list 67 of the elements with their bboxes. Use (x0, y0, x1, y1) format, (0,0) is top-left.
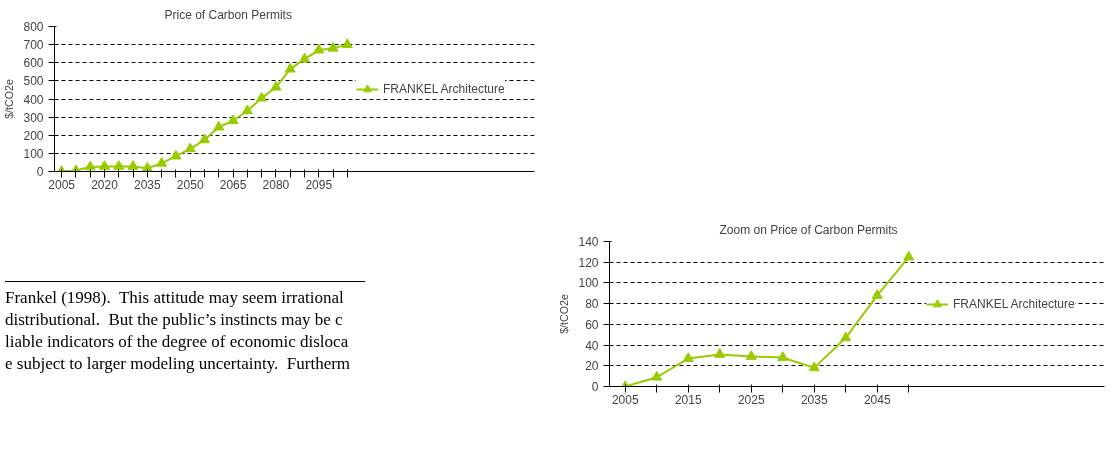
x-tick-label: 2005 (48, 177, 76, 192)
y-tick-label: 40 (585, 338, 599, 353)
point (241, 104, 253, 115)
y-tick-label: 140 (578, 235, 599, 249)
x-tick-label: 2035 (134, 177, 162, 192)
point (213, 120, 225, 131)
point (256, 91, 268, 102)
x-tick-label: 2005 (611, 392, 639, 407)
point (99, 160, 110, 170)
x-tick-label: 2050 (176, 177, 204, 192)
point (777, 351, 789, 361)
y-tick-label: 120 (578, 255, 599, 270)
y-tick-label: 0 (36, 165, 44, 179)
x-tick-label: 2025 (737, 392, 765, 407)
chart-title: Zoom on Price of Carbon Permits (719, 222, 898, 237)
legend-label: FRANKEL Architecture (383, 82, 505, 96)
point (871, 289, 883, 299)
y-tick-label: 80 (585, 297, 599, 312)
point (113, 160, 125, 170)
point (903, 250, 915, 261)
y-axis-title: $/tCO2e (3, 79, 16, 119)
point (682, 352, 694, 362)
point (284, 62, 296, 73)
chart-title: Price of Carbon Permits (164, 7, 292, 22)
point (156, 157, 168, 167)
x-tick-label: 2080 (262, 177, 290, 192)
point (227, 114, 239, 125)
point (714, 348, 726, 358)
y-tick-label: 700 (23, 38, 44, 53)
point (299, 52, 310, 63)
y-tick-label: 800 (23, 20, 44, 34)
x-tick-label: 2045 (863, 392, 891, 407)
text: e subject to larger modeling uncertainty. Furtherm (5, 354, 351, 373)
y-tick-label: 200 (23, 128, 44, 143)
point (199, 133, 210, 144)
point (745, 350, 757, 360)
y-tick-label: 100 (23, 146, 44, 161)
point (170, 149, 182, 160)
x-tick-label: 2095 (305, 177, 333, 192)
text: distributional. But the public’s instincts may be c (5, 310, 343, 329)
y-tick-label: 100 (578, 276, 599, 291)
point (327, 41, 339, 52)
y-tick-label: 300 (23, 110, 44, 125)
point (184, 142, 196, 153)
point (808, 361, 820, 372)
y-tick-label: 0 (591, 380, 599, 394)
point (313, 43, 325, 54)
point (84, 160, 96, 171)
x-tick-label: 2020 (91, 177, 119, 192)
x-tick-label: 2065 (219, 177, 247, 192)
y-tick-label: 60 (585, 317, 599, 332)
x-tick-label: 2015 (674, 392, 702, 407)
point (127, 160, 139, 170)
point (840, 331, 852, 342)
y-tick-label: 500 (23, 74, 44, 89)
y-axis-title: $/tCO2e (558, 294, 571, 334)
point (341, 38, 353, 49)
text: Frankel (1998). This attitude may seem irrational (5, 288, 344, 307)
y-tick-label: 20 (585, 359, 599, 374)
y-tick-label: 400 (23, 92, 44, 107)
point (141, 161, 153, 172)
point (270, 80, 282, 91)
legend-label: FRANKEL Architecture (953, 297, 1075, 311)
text: liable indicators of the degree of economic disloca (5, 332, 349, 351)
x-tick-label: 2035 (800, 392, 828, 407)
y-tick-label: 600 (23, 56, 44, 71)
point (651, 370, 663, 381)
